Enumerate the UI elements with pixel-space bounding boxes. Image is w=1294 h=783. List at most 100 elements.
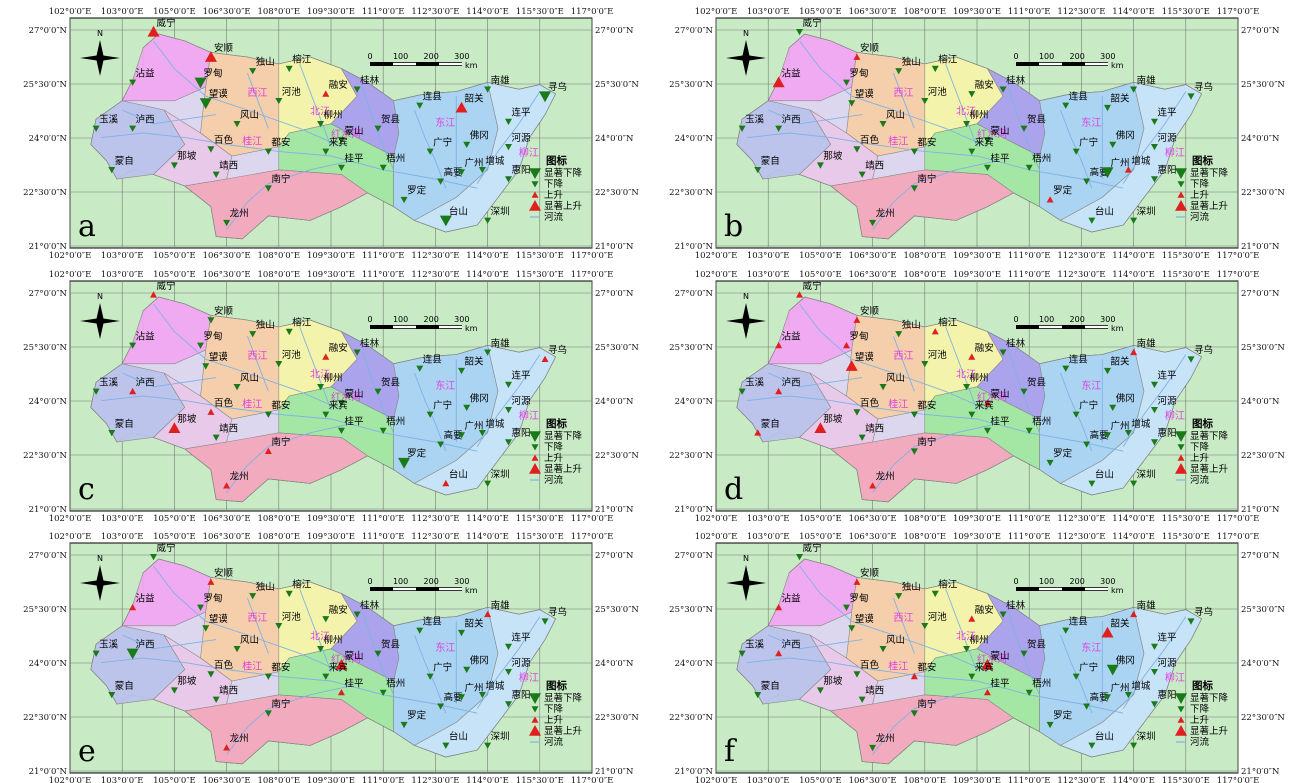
station-label: 风山 [240,635,259,646]
legend-symbol [529,200,541,211]
lon-tick-top: 108°0′0″E [257,532,300,542]
station-label: 独山 [902,56,921,68]
station-label: 连县 [423,615,442,627]
lon-tick-top: 105°0′0″E [153,532,196,542]
station-symbol [963,646,971,653]
panel-label: a [78,209,96,244]
station-symbol [264,447,272,454]
station-symbol [129,125,137,132]
station-symbol [199,98,212,110]
station-label: 台山 [449,730,468,742]
station-symbol [264,148,272,155]
station-label: 龙州 [876,471,895,483]
legend-symbol [1175,168,1187,179]
lon-tick-top: 103°0′0″E [747,532,790,542]
lat-tick-left: 21°0′0″N [29,767,68,777]
station-label: 来宾 [329,399,348,411]
basin-label: 桂江 [242,660,262,673]
station-label: 桂林 [1006,599,1026,611]
station-label: 深圳 [1137,206,1156,217]
river-line [476,616,541,709]
station-symbol [910,672,918,680]
lon-tick-bottom: 115°30′0″E [1162,251,1210,258]
lon-tick-top: 109°30′0″E [953,532,1001,542]
station-symbol [463,141,471,148]
station-label: 桂平 [344,678,364,690]
station-label: 独山 [902,319,921,331]
station-symbol [879,384,887,391]
river-line [101,132,478,189]
map-svg-f: 102°0′0″E 102°0′0″E 103°0′0″E 103°0′0″E 105°… [669,532,1285,783]
station-label: 连平 [1157,107,1177,119]
lon-tick-bottom: 109°30′0″E [953,514,1001,521]
basin-label: 西江 [893,87,913,99]
basin-label: 桂江 [242,398,262,411]
station-label: 高要 [444,691,463,703]
station-label: 广宁 [1079,136,1098,148]
station-symbol [322,616,330,623]
legend-item: 下降 [544,703,564,715]
river-line [893,598,915,654]
station-label: 泸西 [782,114,801,125]
river-line [361,86,395,170]
station-symbol [353,349,361,356]
lon-tick-bottom: 111°0′0″E [362,514,405,521]
station-label: 蒙自 [115,155,134,167]
station-symbol [1104,104,1111,112]
station-symbol [1150,439,1158,446]
station-symbol [1101,626,1114,638]
station-symbol [478,167,486,174]
station-symbol [374,650,382,657]
station-label: 深圳 [1137,469,1156,480]
station-label: 深圳 [491,469,510,480]
lat-tick-left: 27°0′0″N [675,289,714,299]
station-label: 榕江 [938,317,958,329]
station-symbol [910,411,918,418]
lon-tick-top: 117°0′0″E [1217,532,1260,542]
river-line [768,109,863,125]
station-label: 高要 [1090,429,1109,441]
legend-symbol [531,444,539,451]
legend-item: 显著下降 [544,430,583,442]
river-line [476,91,541,184]
legend-item: 河流 [544,211,564,223]
river-line [872,160,998,230]
map-panel-b: 102°0′0″E 102°0′0″E 103°0′0″E 103°0′0″E 105°… [646,0,1291,258]
station-label: 河池 [928,349,948,361]
station-symbol [1020,125,1028,132]
station-label: 佛冈 [1116,130,1135,142]
legend-symbol [1175,463,1187,474]
lon-tick-bottom: 105°0′0″E [153,776,196,783]
river-line [153,303,342,411]
river-line [226,160,352,230]
station-label: 沾益 [136,330,156,342]
lon-tick-top: 106°30′0″E [849,532,897,542]
station-symbol [337,427,345,434]
station-symbol [814,422,827,433]
station-label: 广宁 [1079,661,1098,673]
lon-tick-bottom: 111°0′0″E [1008,514,1051,521]
station-symbol [223,482,231,489]
lat-tick-left: 22°30′0″N [23,188,67,198]
station-label: 连平 [1157,370,1177,382]
river-line [747,657,1124,714]
station-label: 罗甸 [204,330,223,342]
basin-label: 柳江 [1165,409,1185,422]
station-label: 韶关 [465,618,485,630]
station-symbol [1150,669,1158,676]
sub-basin-9 [1059,82,1202,233]
station-label: 百色 [214,397,234,409]
lon-tick-top: 111°0′0″E [1008,270,1051,280]
station-label: 百色 [214,134,234,146]
station-label: 融安 [329,604,348,616]
river-line [872,423,998,493]
station-symbol [931,328,939,335]
lon-tick-bottom: 106°30′0″E [849,251,897,258]
station-label: 河源 [511,132,531,144]
station-label: 榕江 [292,54,312,66]
station-label: 罗甸 [850,330,869,342]
station-symbol [442,479,450,487]
lat-tick-left: 27°0′0″N [29,289,68,299]
